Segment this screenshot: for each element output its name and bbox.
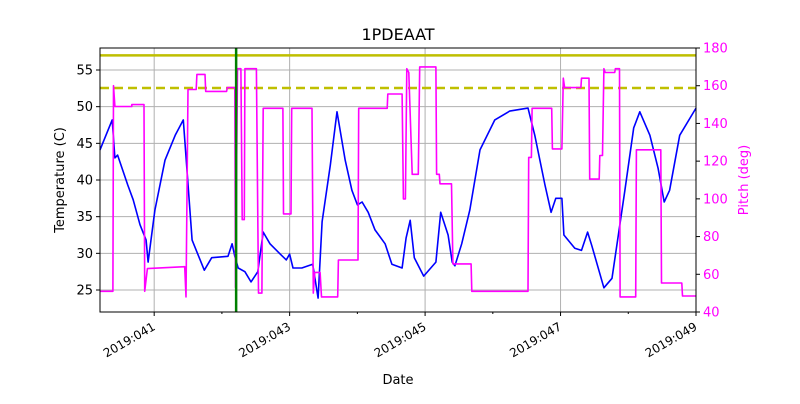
y2-tick-label: 80 (703, 230, 720, 245)
x-tick-label: 2019:045 (372, 319, 429, 360)
y-axis-label: Temperature (C) (53, 127, 68, 234)
x-tick-label: 2019:047 (507, 319, 564, 360)
y-tick-label: 40 (76, 174, 93, 189)
y-tick-label: 50 (76, 100, 93, 115)
temperature-series-line (99, 107, 697, 299)
y-tick-label: 55 (76, 64, 93, 79)
y-tick-label: 25 (76, 284, 93, 299)
y2-tick-label: 140 (703, 117, 728, 132)
y2-axis-label: Pitch (deg) (737, 145, 752, 215)
pitch-series-line (100, 66, 696, 298)
y2-tick-label: 160 (703, 79, 728, 94)
y2-tick-label: 60 (703, 268, 720, 283)
y-tick-label: 30 (76, 247, 93, 262)
x-axis-label: Date (382, 373, 413, 388)
plot-lines (99, 48, 697, 312)
x-tick-label: 2019:041 (101, 319, 158, 360)
x-tick-label: 2019:043 (236, 319, 293, 360)
y2-tick-label: 100 (703, 192, 728, 207)
x-tick-label: 2019:049 (643, 319, 700, 360)
y-tick-label: 45 (76, 137, 93, 152)
chart-title: 1PDEAAT (361, 25, 434, 44)
y2-tick-label: 40 (703, 306, 720, 321)
axes: 2019:041 2019:043 2019:045 2019:047 2019:049… (76, 42, 727, 361)
y-tick-label: 35 (76, 210, 93, 225)
y2-tick-label: 180 (703, 42, 728, 57)
y2-tick-label: 120 (703, 155, 728, 170)
